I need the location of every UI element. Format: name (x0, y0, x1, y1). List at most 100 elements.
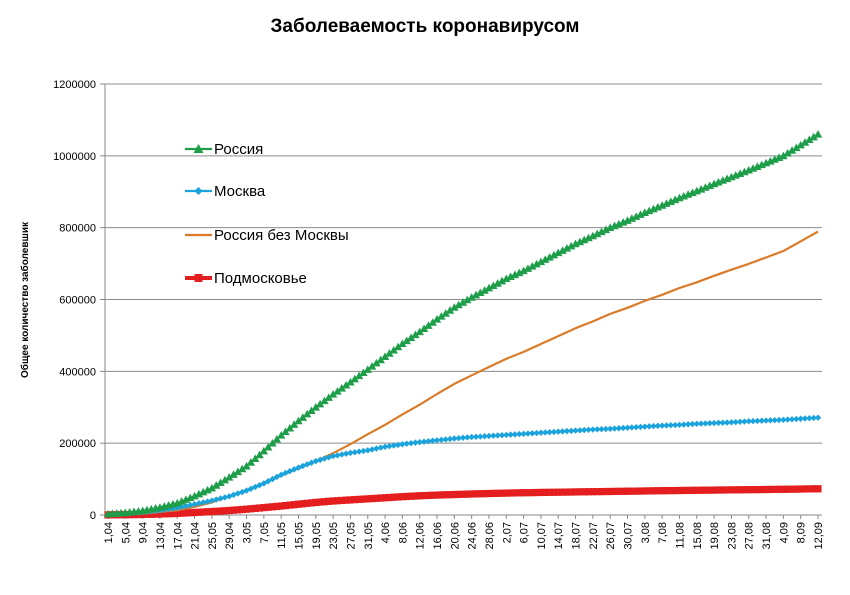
data-point (394, 493, 402, 501)
data-point (814, 485, 822, 493)
data-point (675, 486, 684, 495)
x-tick-labels: 1,04 5,04 9,04 13,04 17,04 21,04 25,05 29,04 3,0… (103, 522, 825, 550)
data-point (558, 488, 567, 496)
x-tick-label: 16,06 (432, 522, 444, 550)
data-point (424, 321, 433, 329)
data-point (260, 480, 268, 487)
data-point (490, 432, 497, 439)
data-point (654, 487, 662, 495)
data-point (347, 449, 354, 457)
data-point (706, 420, 713, 427)
data-point (584, 233, 593, 242)
data-point (528, 262, 537, 270)
data-point (238, 464, 247, 473)
data-point (594, 426, 601, 433)
data-point (662, 487, 671, 495)
data-point (234, 506, 242, 514)
data-point (316, 498, 324, 506)
x-tick-label: 18,07 (571, 522, 583, 550)
data-point (416, 492, 424, 500)
data-point (238, 505, 246, 514)
data-point (554, 488, 562, 496)
data-point (519, 266, 528, 275)
data-point (745, 486, 753, 494)
data-point (411, 330, 420, 339)
data-point (805, 135, 814, 144)
data-point (204, 498, 211, 505)
data-point (334, 452, 341, 459)
data-point (602, 487, 610, 496)
data-point (598, 425, 605, 433)
data-point (354, 371, 364, 380)
data-point (338, 451, 345, 458)
data-point (442, 436, 449, 443)
y-tick-label: 400000 (59, 366, 96, 378)
x-tick-label: 26,07 (605, 522, 617, 550)
data-point (193, 144, 204, 153)
x-tick-label: 27,05 (345, 522, 357, 550)
data-point (520, 430, 527, 438)
data-point (732, 486, 740, 494)
axes (104, 84, 822, 516)
data-point (355, 495, 363, 503)
data-point (355, 448, 363, 455)
data-point (468, 433, 475, 441)
data-point (450, 303, 459, 311)
y-tick-label: 600000 (59, 295, 96, 307)
data-point (623, 487, 632, 495)
data-point (221, 494, 229, 501)
data-point (615, 425, 623, 432)
data-point (627, 214, 637, 222)
data-point (684, 421, 692, 428)
data-point (641, 423, 649, 430)
data-point (200, 499, 207, 506)
x-tick-label: 6,07 (519, 522, 531, 543)
data-point (385, 493, 394, 502)
data-point (719, 486, 727, 494)
data-point (503, 431, 510, 439)
data-point (390, 493, 398, 501)
data-point (346, 377, 355, 386)
data-point (810, 485, 818, 493)
y-tick-label: 0 (90, 510, 96, 522)
x-tick-label: 30,07 (623, 522, 635, 550)
data-point (601, 225, 611, 234)
data-point (437, 312, 446, 320)
data-point (264, 503, 272, 511)
data-point (169, 509, 177, 518)
data-point (472, 490, 480, 498)
data-point (225, 506, 233, 515)
x-tick-label: 13,04 (155, 522, 167, 550)
data-point (216, 478, 225, 487)
data-point (190, 508, 199, 517)
data-point (385, 349, 394, 357)
x-tick-label: 4,06 (380, 522, 392, 543)
data-point (623, 216, 632, 224)
data-point (801, 415, 809, 422)
data-point (420, 438, 428, 445)
data-point (464, 434, 471, 441)
x-tick-label: 1,04 (103, 522, 115, 543)
data-point (507, 489, 515, 497)
data-point (758, 485, 766, 494)
data-point (342, 496, 350, 504)
data-point (563, 427, 571, 435)
data-point (632, 487, 640, 495)
data-point (541, 488, 549, 496)
data-point (277, 502, 285, 510)
data-point (615, 487, 623, 495)
data-point (676, 421, 683, 429)
data-point (376, 355, 385, 364)
data-point (536, 257, 546, 266)
series (103, 130, 823, 519)
data-point (455, 434, 462, 442)
x-tick-label: 20,06 (449, 522, 461, 550)
data-point (477, 433, 484, 440)
data-point (351, 449, 358, 456)
data-point (524, 430, 532, 437)
data-point (381, 494, 389, 502)
data-point (425, 437, 432, 445)
legend-label: Подмосковье (214, 270, 307, 287)
data-point (559, 428, 566, 435)
data-point (801, 485, 809, 493)
